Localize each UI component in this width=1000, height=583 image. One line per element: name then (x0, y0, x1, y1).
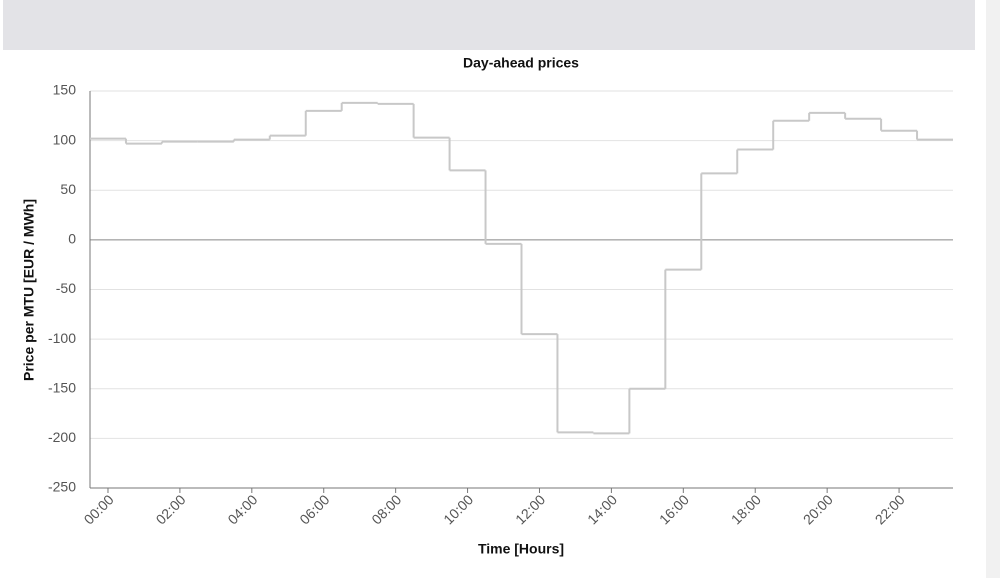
y-tick-label: 100 (53, 131, 77, 147)
x-tick-label: 10:00 (440, 491, 476, 527)
x-tick-label: 06:00 (296, 491, 332, 527)
x-tick-label: 00:00 (81, 491, 117, 527)
x-tick-label: 18:00 (728, 491, 764, 527)
plot-area: -250 -200 -150 -100 -50 0 50 100 150 00:00 02:00 04… (48, 82, 953, 528)
chart-title: Day-ahead prices (463, 55, 579, 71)
y-tick-label: 150 (53, 82, 77, 98)
x-axis-label: Time [Hours] (478, 541, 564, 557)
y-tick-label: -250 (48, 479, 76, 495)
y-tick-label: -200 (48, 429, 76, 445)
x-tick-label: 08:00 (368, 491, 404, 527)
x-tick-label: 14:00 (584, 491, 620, 527)
scrollbar[interactable] (986, 0, 1000, 578)
y-tick-label: -150 (48, 379, 76, 395)
x-tick-label: 16:00 (656, 491, 692, 527)
y-tick-label: -50 (56, 280, 76, 296)
x-tick-label: 12:00 (512, 491, 548, 527)
header-bar (3, 0, 975, 50)
y-tick-label: 50 (60, 181, 76, 197)
x-tick-label: 02:00 (153, 491, 189, 527)
x-tick-label: 22:00 (872, 491, 908, 527)
x-tick-label: 20:00 (800, 491, 836, 527)
y-axis-label: Price per MTU [EUR / MWh] (21, 199, 37, 381)
y-tick-label: 0 (68, 231, 76, 247)
x-tick-label: 04:00 (224, 491, 260, 527)
y-tick-label: -100 (48, 330, 76, 346)
